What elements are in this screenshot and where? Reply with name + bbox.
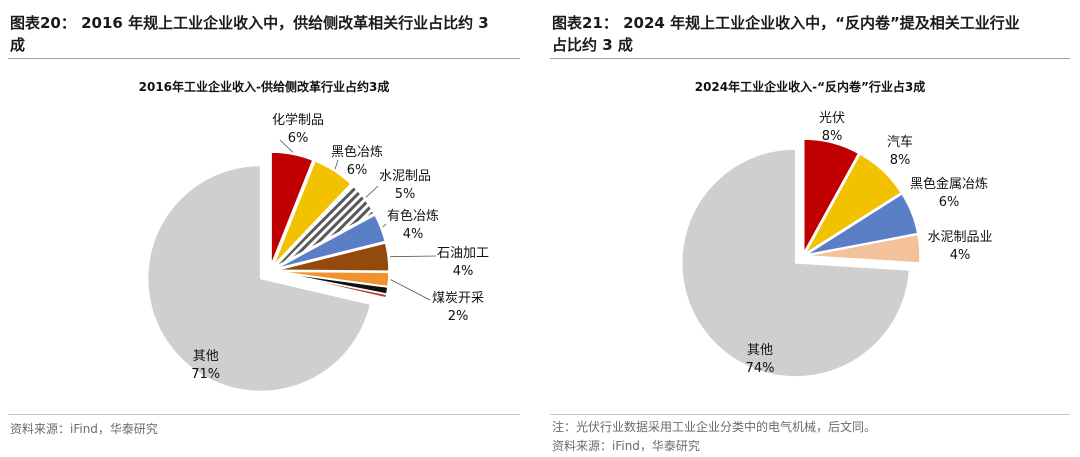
- right-pie-label-other: 其他: [747, 343, 773, 358]
- left-figure-title-line1: 2016 年规上工业企业收入中，供给侧改革相关行业占比约 3: [81, 14, 489, 32]
- right-pie-label-2: 黑色金属冶炼: [910, 176, 988, 192]
- right-pie-value-1: 8%: [890, 153, 911, 168]
- right-bottom-rule: [550, 414, 1070, 415]
- right-chart-title: 2024年工业企业收入-“反内卷”行业占3成: [694, 80, 926, 94]
- right-note: 注：光伏行业数据采用工业企业分类中的电气机械，后文同。: [552, 420, 877, 434]
- right-pie-label-1: 汽车: [887, 134, 913, 150]
- right-pie-label-3: 水泥制品业: [927, 230, 992, 245]
- left-leader-line-4: [390, 255, 437, 258]
- left-leader-line-2: [365, 185, 379, 198]
- left-pie-slice-7: [275, 271, 388, 299]
- left-figure-title-line2: 成: [10, 36, 26, 54]
- left-pie-slice-2: [274, 184, 376, 269]
- right-pie-slice-4: [680, 148, 911, 378]
- right-pie-value-3: 4%: [950, 248, 971, 263]
- left-pie-slice-4: [275, 242, 390, 272]
- left-figure-title: 图表20： 2016 年规上工业企业收入中，供给侧改革相关行业占比约 3 成: [10, 12, 530, 56]
- left-bottom-rule: [8, 414, 520, 415]
- left-pie-label-other: 其他: [193, 349, 219, 364]
- right-pie-slice-1: [804, 152, 903, 255]
- right-pie-value-0: 8%: [822, 129, 843, 144]
- left-pie-label-0: 化学制品: [272, 112, 324, 128]
- left-chart-title: 2016年工业企业收入-供给侧改革行业占约3成: [138, 80, 390, 94]
- left-leader-line-5: [390, 279, 431, 301]
- left-pie-chart: 化学制品 6% 黑色冶炼 6% 水泥制品 5% 有色冶炼 4% 石油加工 4% 煤炭开采 2% 其他 71…: [146, 112, 489, 393]
- left-leader-line-1: [334, 159, 339, 170]
- right-figure-title-line2: 占比约 3 成: [552, 36, 633, 54]
- left-pie-slice-0: [270, 151, 314, 266]
- left-source: 资料来源：iFind，华泰研究: [10, 422, 158, 436]
- right-pie-slice-0: [802, 138, 860, 254]
- left-pie-slice-8: [146, 164, 372, 393]
- left-pie-slice-3: [275, 213, 387, 270]
- right-pie-slice-3: [805, 233, 921, 264]
- right-source: 资料来源：iFind，华泰研究: [552, 439, 700, 453]
- left-figure-label: 图表20：: [10, 14, 76, 32]
- left-title-rule: [8, 58, 520, 59]
- right-figure-title-line1: 2024 年规上工业企业收入中，“反内卷”提及相关工业行业: [623, 14, 1020, 32]
- left-pie-value-3: 4%: [403, 227, 424, 242]
- right-pie-value-2: 6%: [939, 195, 960, 210]
- right-pie-label-0: 光伏: [819, 111, 845, 126]
- left-pie-value-1: 6%: [347, 163, 368, 178]
- left-pie-label-2: 水泥制品: [379, 169, 431, 184]
- left-pie-value-other: 71%: [191, 367, 220, 382]
- right-title-rule: [550, 58, 1070, 59]
- left-leader-line-0: [279, 139, 294, 153]
- left-leader-line-3: [382, 223, 387, 228]
- right-pie-slice-2: [805, 192, 919, 256]
- right-figure-label: 图表21：: [552, 14, 618, 32]
- right-pie-value-other: 74%: [746, 361, 775, 376]
- left-pie-value-5: 2%: [448, 309, 469, 324]
- left-pie-label-1: 黑色冶炼: [331, 144, 383, 160]
- left-pie-value-0: 6%: [288, 131, 309, 146]
- left-pie-label-3: 有色冶炼: [387, 208, 439, 224]
- right-figure-title: 图表21： 2024 年规上工业企业收入中，“反内卷”提及相关工业行业 占比约 …: [552, 12, 1072, 56]
- right-pie-chart: 光伏 8% 汽车 8% 黑色金属冶炼 6% 水泥制品业 4% 其他 74%: [680, 111, 993, 378]
- left-pie-label-4: 石油加工: [437, 246, 489, 261]
- left-pie-value-2: 5%: [395, 187, 416, 202]
- left-pie-value-4: 4%: [453, 264, 474, 279]
- left-pie-slice-1: [272, 159, 352, 267]
- left-pie-label-5: 煤炭开采: [432, 291, 484, 306]
